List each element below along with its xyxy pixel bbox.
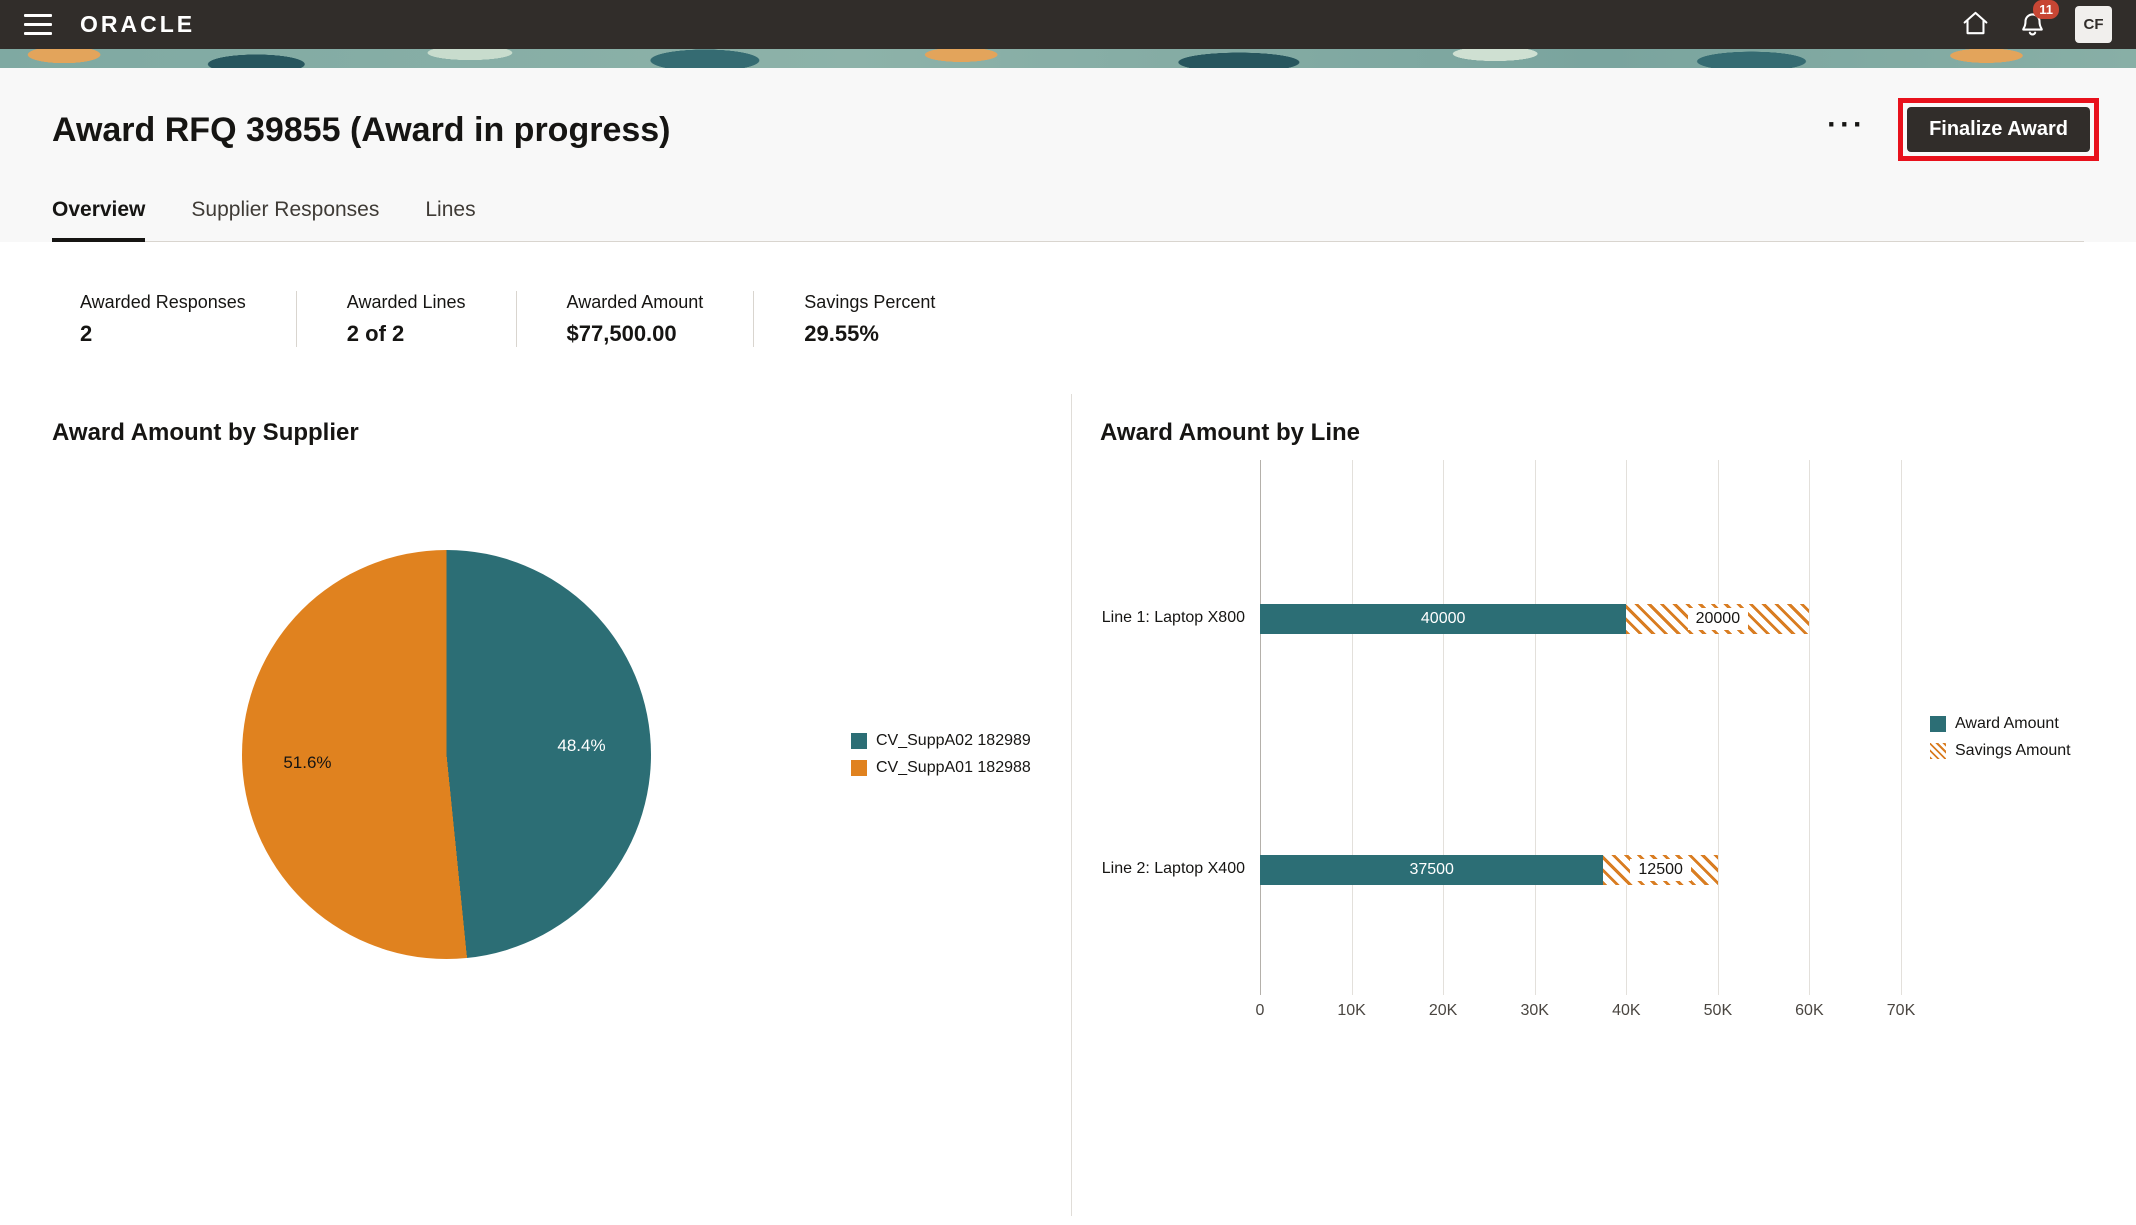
stat-label: Awarded Amount [566, 292, 704, 312]
page-header: Award RFQ 39855 (Award in progress) ··· … [0, 68, 2136, 242]
award-amount-bar: 40000 [1260, 604, 1627, 634]
x-tick-label: 40K [1612, 1002, 1641, 1019]
gridline [1443, 460, 1445, 995]
gridline [1260, 460, 1261, 995]
bar-value-label: 37500 [1409, 861, 1454, 878]
x-tick-label: 30K [1520, 1002, 1549, 1019]
legend-swatch [1930, 743, 1946, 759]
stat-value: 29.55% [804, 321, 879, 346]
gridline [1901, 460, 1902, 995]
stat-label: Awarded Responses [80, 292, 246, 312]
x-tick-label: 60K [1795, 1002, 1824, 1019]
stat-awarded-lines: Awarded Lines 2 of 2 [295, 291, 516, 347]
pie-chart-title: Award Amount by Supplier [52, 419, 359, 446]
stat-label: Awarded Lines [346, 292, 466, 312]
gridline [1626, 460, 1628, 995]
legend-item: Savings Amount [1930, 742, 2071, 760]
legend-swatch [851, 760, 867, 776]
legend-item: CV_SuppA02 182989 [851, 732, 1031, 750]
bar-chart-title: Award Amount by Line [1100, 419, 1361, 446]
home-button[interactable] [1961, 9, 1990, 41]
bar-category-label: Line 2: Laptop X400 [1101, 860, 1245, 877]
tab-overview[interactable]: Overview [52, 198, 146, 242]
bar-value-label: 40000 [1420, 610, 1466, 627]
legend-label: Savings Amount [1955, 742, 2071, 759]
bar-value-label: 12500 [1630, 859, 1691, 881]
savings-amount-bar: 12500 [1603, 855, 1718, 885]
award-amount-bar: 37500 [1260, 855, 1604, 885]
user-avatar[interactable]: CF [2075, 6, 2112, 43]
more-actions-button[interactable]: ··· [1823, 109, 1870, 150]
decorative-banner [0, 49, 2136, 68]
pie-slice-label-orange: 51.6% [283, 752, 332, 772]
overview-content: Award Amount by Supplier 48.4% 51.6% CV_… [0, 347, 2136, 1225]
x-tick-label: 70K [1886, 1002, 1916, 1019]
home-icon [1961, 9, 1990, 41]
panel-divider [1071, 394, 1072, 1216]
legend-item: CV_SuppA01 182988 [851, 759, 1031, 777]
bar-category-label: Line 1: Laptop X800 [1101, 609, 1245, 626]
pie-slice-label-teal: 48.4% [557, 736, 606, 756]
gridline [1809, 460, 1811, 995]
x-tick-label: 0 [1255, 1002, 1265, 1019]
pie-legend: CV_SuppA02 182989 CV_SuppA01 182988 [851, 732, 1031, 777]
notifications-button[interactable]: 11 [2018, 0, 2059, 41]
legend-label: Award Amount [1955, 715, 2059, 732]
legend-label: CV_SuppA01 182988 [876, 759, 1031, 776]
gridline [1351, 460, 1353, 995]
page-title: Award RFQ 39855 (Award in progress) [52, 110, 671, 149]
savings-amount-bar: 20000 [1626, 604, 1810, 634]
stat-awarded-amount: Awarded Amount $77,500.00 [515, 291, 754, 347]
tab-supplier-responses[interactable]: Supplier Responses [191, 198, 380, 221]
bar-plot: 40000 20000 37500 12500 [1260, 460, 1902, 995]
menu-icon[interactable] [24, 14, 52, 35]
gridline [1717, 460, 1719, 995]
x-tick-label: 10K [1337, 1002, 1366, 1019]
finalize-award-button[interactable]: Finalize Award [1907, 107, 2090, 152]
stat-value: 2 [80, 321, 93, 346]
topbar: ORACLE 11 CF [0, 0, 2136, 49]
bar-legend: Award Amount Savings Amount [1930, 715, 2071, 760]
stat-value: 2 of 2 [346, 321, 405, 346]
tabs: Overview Supplier Responses Lines [52, 198, 2084, 242]
bell-icon [2018, 9, 2047, 41]
oracle-logo: ORACLE [80, 11, 196, 37]
tab-lines[interactable]: Lines [425, 198, 476, 221]
notification-badge: 11 [2033, 0, 2059, 19]
finalize-award-highlight: Finalize Award [1898, 98, 2099, 161]
x-tick-label: 50K [1703, 1002, 1733, 1019]
summary-stats: Awarded Responses 2 Awarded Lines 2 of 2 Awa… [80, 291, 2136, 347]
legend-label: CV_SuppA02 182989 [876, 732, 1031, 749]
stat-awarded-responses: Awarded Responses 2 [80, 291, 296, 347]
stat-label: Savings Percent [804, 292, 936, 312]
x-tick-label: 20K [1428, 1002, 1458, 1019]
legend-swatch [1930, 716, 1946, 732]
gridline [1534, 460, 1536, 995]
bar-value-label: 20000 [1687, 608, 1749, 630]
pie-chart: 48.4% 51.6% [242, 550, 651, 959]
legend-swatch [851, 733, 867, 749]
stat-savings-percent: Savings Percent 29.55% [753, 291, 985, 347]
stat-value: $77,500.00 [566, 321, 677, 346]
legend-item: Award Amount [1930, 715, 2071, 733]
